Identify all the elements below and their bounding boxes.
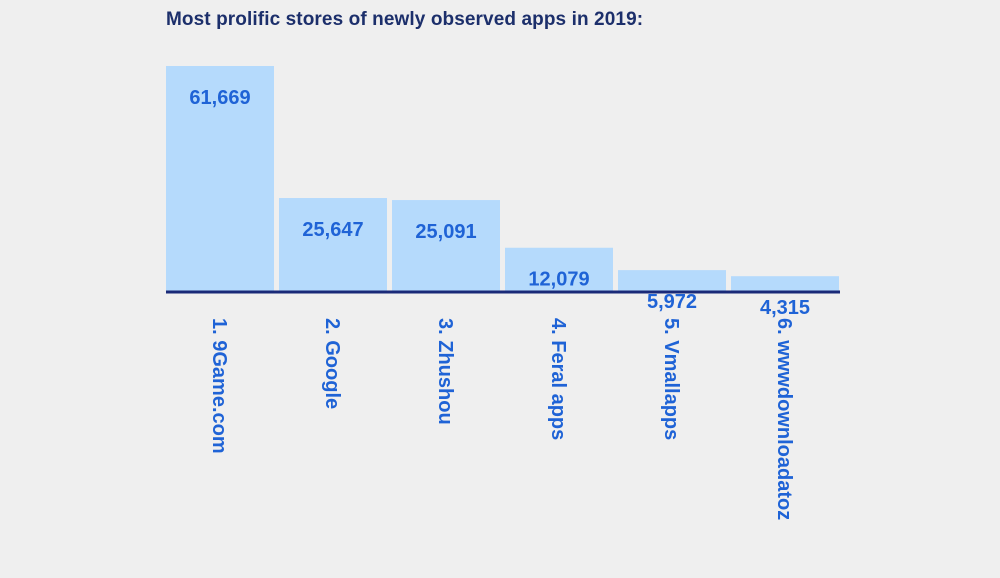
value-label-2: 25,647 xyxy=(302,219,363,241)
value-label-5: 5,972 xyxy=(647,291,697,313)
chart-title: Most prolific stores of newly observed a… xyxy=(166,9,644,30)
value-label-6: 4,315 xyxy=(760,297,810,319)
category-label-2: 2. Google xyxy=(321,318,343,409)
bar-6 xyxy=(731,276,839,292)
category-labels-layer: 1. 9Game.com 2. Google 3. Zhushou 4. Feral … xyxy=(208,318,795,520)
value-label-4: 12,079 xyxy=(528,269,589,291)
bar-3 xyxy=(392,200,500,292)
bar-1 xyxy=(166,66,274,292)
category-label-3: 3. Zhushou xyxy=(434,318,456,425)
value-label-3: 25,091 xyxy=(415,221,476,243)
bar-2 xyxy=(279,198,387,292)
value-label-1: 61,669 xyxy=(189,87,250,109)
bar-4 xyxy=(505,247,613,292)
category-label-4: 4. Feral apps xyxy=(547,318,569,440)
bar-5 xyxy=(618,270,726,292)
bars-layer xyxy=(166,66,839,292)
value-labels-layer: 61,669 25,647 25,091 12,079 5,972 4,315 xyxy=(189,87,810,319)
category-label-1: 1. 9Game.com xyxy=(208,318,230,454)
category-label-6: 6. wwwdownloadatoz xyxy=(773,318,795,520)
category-label-5: 5. Vmallapps xyxy=(660,318,682,440)
